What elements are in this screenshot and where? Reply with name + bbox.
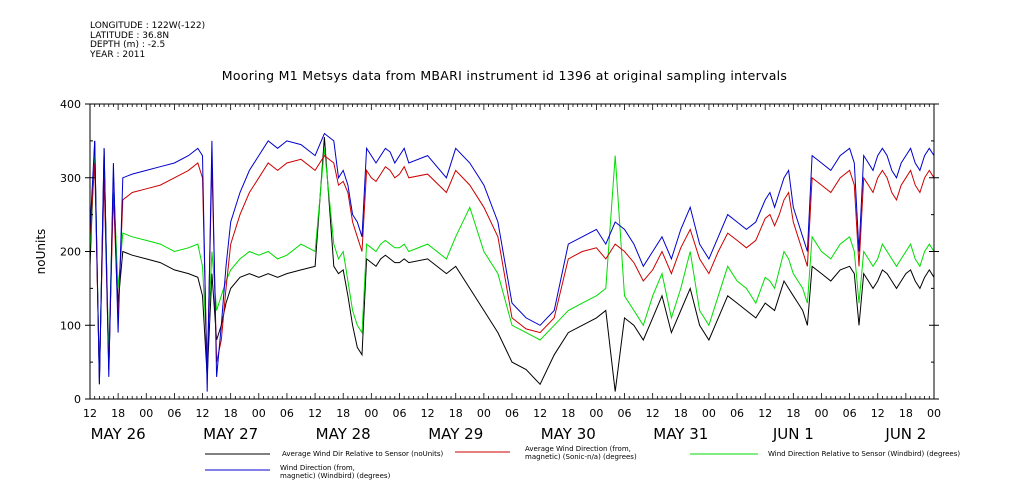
x-tick-label-2: 00 [139, 407, 153, 420]
chart-title: Mooring M1 Metsys data from MBARI instru… [221, 68, 788, 83]
x-tick-label-23: 06 [730, 407, 744, 420]
y-tick-label-2: 200 [60, 246, 81, 259]
y-tick-label-3: 300 [60, 172, 81, 185]
x-tick-label-7: 06 [280, 407, 294, 420]
x-tick-label-11: 06 [392, 407, 406, 420]
x-tick-label-1: 18 [111, 407, 125, 420]
legend-label-2: Wind Direction Relative to Sensor (Windb… [768, 450, 960, 458]
x-tick-label-8: 12 [308, 407, 322, 420]
y-axis-label: noUnits [34, 229, 48, 275]
x-tick-label-18: 00 [589, 407, 603, 420]
x-tick-label-26: 00 [814, 407, 828, 420]
x-tick-label-4: 12 [196, 407, 210, 420]
x-tick-label-3: 06 [167, 407, 181, 420]
legend-label-1: Average Wind Direction (from, [525, 445, 631, 453]
x-tick-label-6: 00 [252, 407, 266, 420]
series-line-1 [89, 154, 935, 377]
x-tick-label-12: 12 [421, 407, 435, 420]
x-date-label-6: JUN 1 [772, 425, 814, 443]
x-tick-label-25: 18 [786, 407, 800, 420]
year-label: YEAR : 2011 [90, 49, 146, 60]
legend: Average Wind Dir Relative to Sensor (noU… [205, 445, 960, 480]
x-tick-label-10: 00 [364, 407, 378, 420]
x-date-label-7: JUN 2 [884, 425, 926, 443]
legend-label-0: magnetic) (Windbird) (degrees) [280, 472, 391, 480]
depth-label: DEPTH (m) : -2.5 [90, 40, 166, 50]
x-tick-label-14: 00 [477, 407, 491, 420]
x-tick-label-16: 12 [533, 407, 547, 420]
x-tick-label-28: 12 [871, 407, 885, 420]
x-tick-label-17: 18 [561, 407, 575, 420]
x-tick-label-15: 06 [505, 407, 519, 420]
series-line-0 [89, 132, 935, 392]
x-tick-label-13: 18 [449, 407, 463, 420]
x-tick-label-24: 12 [758, 407, 772, 420]
x-date-label-1: MAY 27 [203, 425, 258, 443]
x-tick-label-19: 06 [618, 407, 632, 420]
x-date-label-4: MAY 30 [541, 425, 596, 443]
x-tick-label-21: 18 [674, 407, 688, 420]
longitude-label: LONGITUDE : 122W(-122) [90, 21, 206, 31]
x-tick-label-0: 12 [83, 407, 97, 420]
x-tick-label-22: 00 [702, 407, 716, 420]
legend-label-3: Average Wind Dir Relative to Sensor (noU… [282, 450, 443, 458]
x-tick-label-5: 18 [224, 407, 238, 420]
x-tick-label-29: 18 [899, 407, 913, 420]
x-tick-label-30: 00 [927, 407, 941, 420]
y-tick-label-4: 400 [60, 98, 81, 111]
x-tick-label-9: 18 [336, 407, 350, 420]
legend-label-0: Wind Direction (from, [280, 464, 355, 472]
x-tick-label-27: 06 [843, 407, 857, 420]
x-date-label-2: MAY 28 [316, 425, 371, 443]
series-line-2 [89, 148, 935, 377]
x-date-label-3: MAY 29 [428, 425, 483, 443]
x-tick-label-20: 12 [646, 407, 660, 420]
y-tick-label-0: 0 [74, 393, 81, 406]
latitude-label: LATITUDE : 36.8N [90, 30, 170, 41]
x-date-label-5: MAY 31 [653, 425, 708, 443]
legend-label-1: magnetic) (Sonic-n/a) (degrees) [525, 453, 637, 461]
series-group [89, 132, 935, 392]
x-date-label-0: MAY 26 [91, 425, 146, 443]
y-tick-label-1: 100 [60, 319, 81, 332]
axes: 0 100 200 300 400 noUnits 12 18 00 06 12 18 00 06 12 18… [34, 98, 941, 443]
